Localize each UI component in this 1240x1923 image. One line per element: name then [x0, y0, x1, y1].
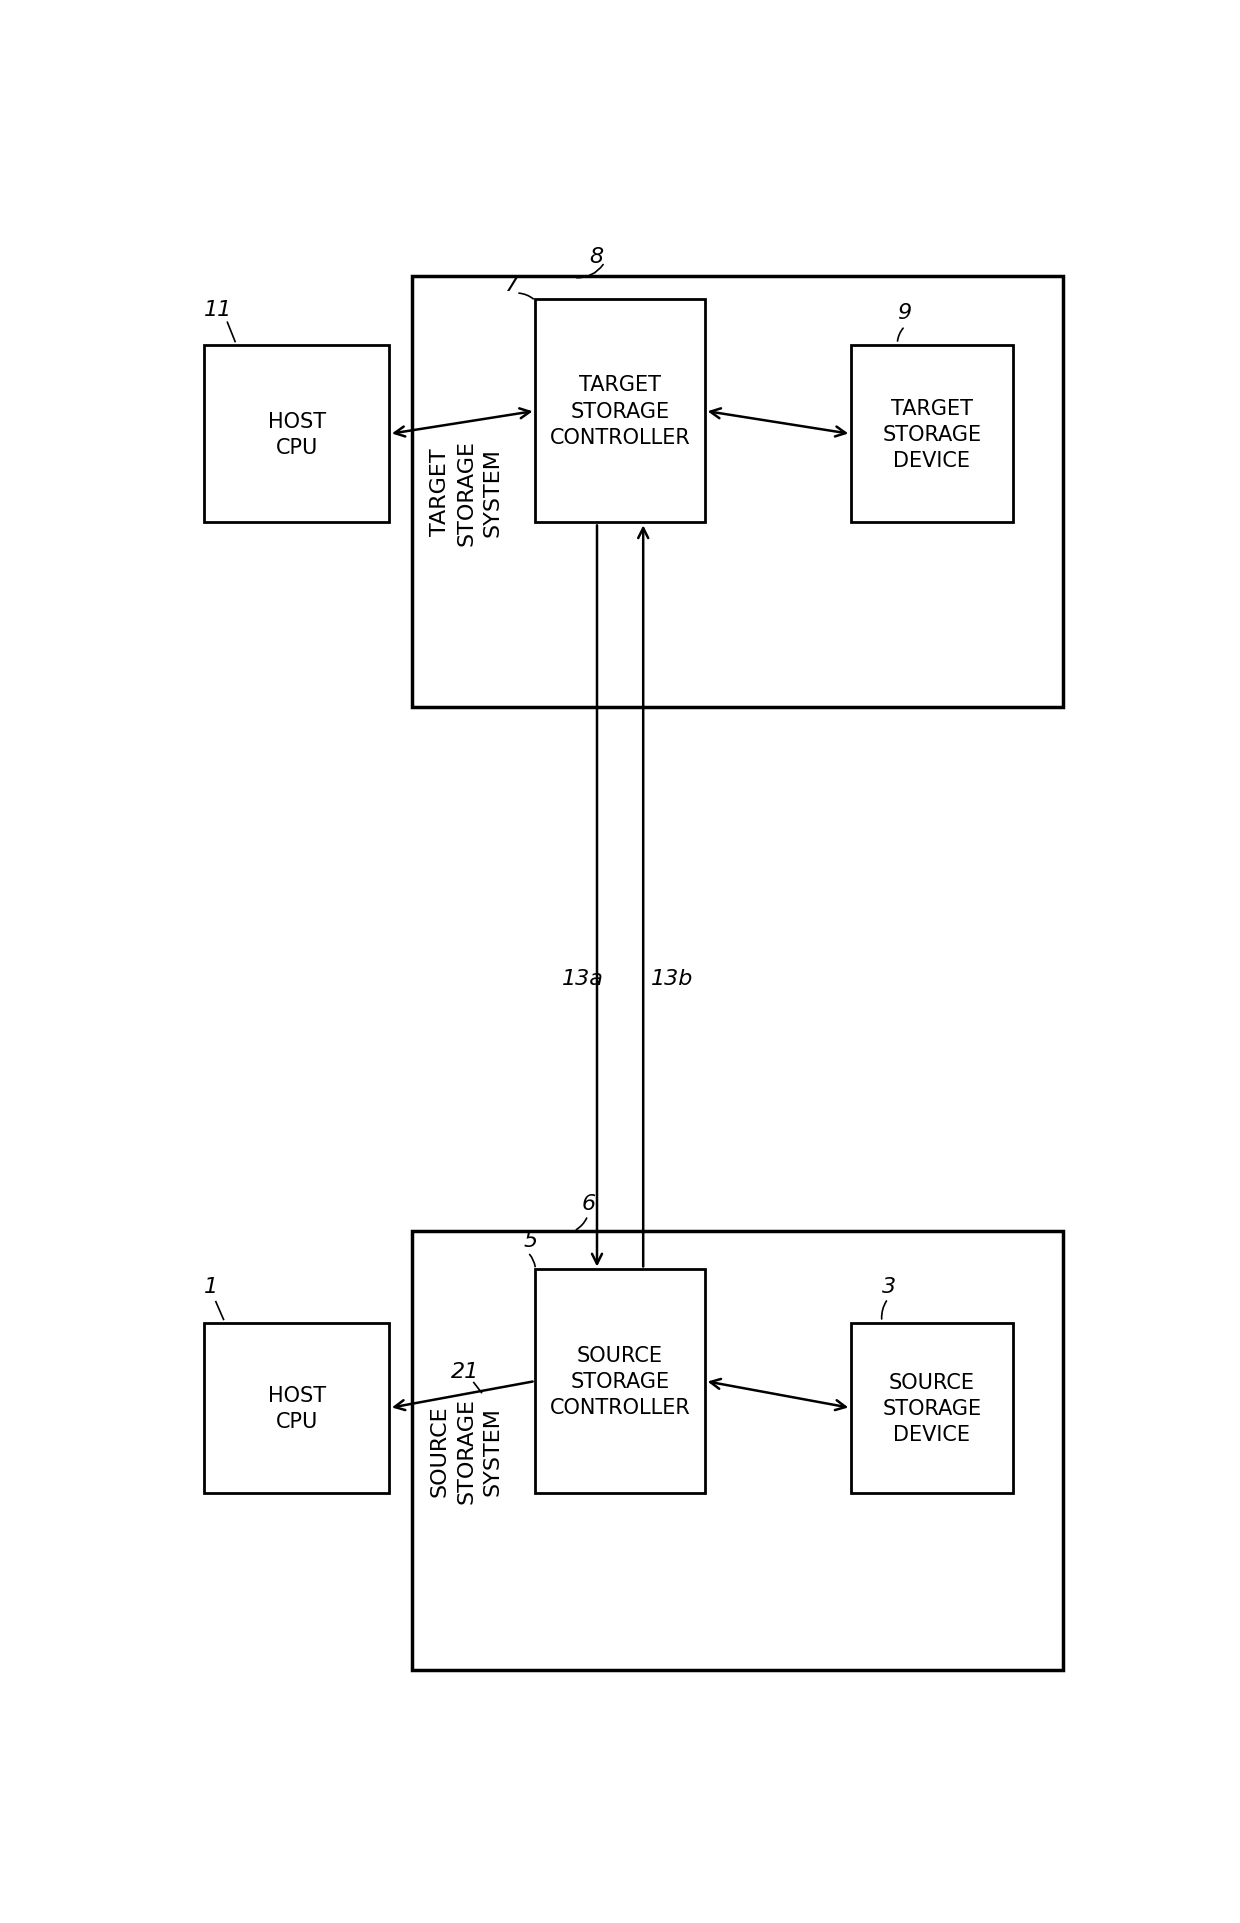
Text: 3: 3 — [882, 1277, 897, 1296]
Bar — [536, 300, 704, 523]
Bar — [851, 1323, 1013, 1492]
Text: 9: 9 — [898, 304, 911, 323]
Text: 7: 7 — [505, 275, 518, 294]
Text: 11: 11 — [205, 300, 233, 319]
Bar — [205, 346, 389, 523]
Text: SOURCE
STORAGE
DEVICE: SOURCE STORAGE DEVICE — [883, 1371, 982, 1444]
Bar — [412, 277, 1063, 708]
Text: SOURCE
STORAGE
CONTROLLER: SOURCE STORAGE CONTROLLER — [549, 1344, 691, 1417]
Text: TARGET
STORAGE
DEVICE: TARGET STORAGE DEVICE — [883, 398, 982, 471]
Text: 21: 21 — [450, 1361, 479, 1381]
Text: 5: 5 — [523, 1231, 538, 1250]
Text: TARGET
STORAGE
CONTROLLER: TARGET STORAGE CONTROLLER — [549, 375, 691, 448]
Text: HOST
CPU: HOST CPU — [268, 412, 326, 458]
Text: TARGET
STORAGE
SYSTEM: TARGET STORAGE SYSTEM — [430, 440, 502, 546]
Bar — [205, 1323, 389, 1492]
Text: 13b: 13b — [651, 969, 693, 988]
Text: 6: 6 — [582, 1194, 595, 1213]
Text: 13a: 13a — [563, 969, 604, 988]
Bar — [851, 346, 1013, 523]
Bar — [412, 1231, 1063, 1669]
Text: 1: 1 — [205, 1277, 218, 1296]
Bar — [536, 1269, 704, 1492]
Text: HOST
CPU: HOST CPU — [268, 1385, 326, 1431]
Text: SOURCE
STORAGE
SYSTEM: SOURCE STORAGE SYSTEM — [430, 1398, 502, 1504]
Text: 8: 8 — [589, 246, 604, 267]
